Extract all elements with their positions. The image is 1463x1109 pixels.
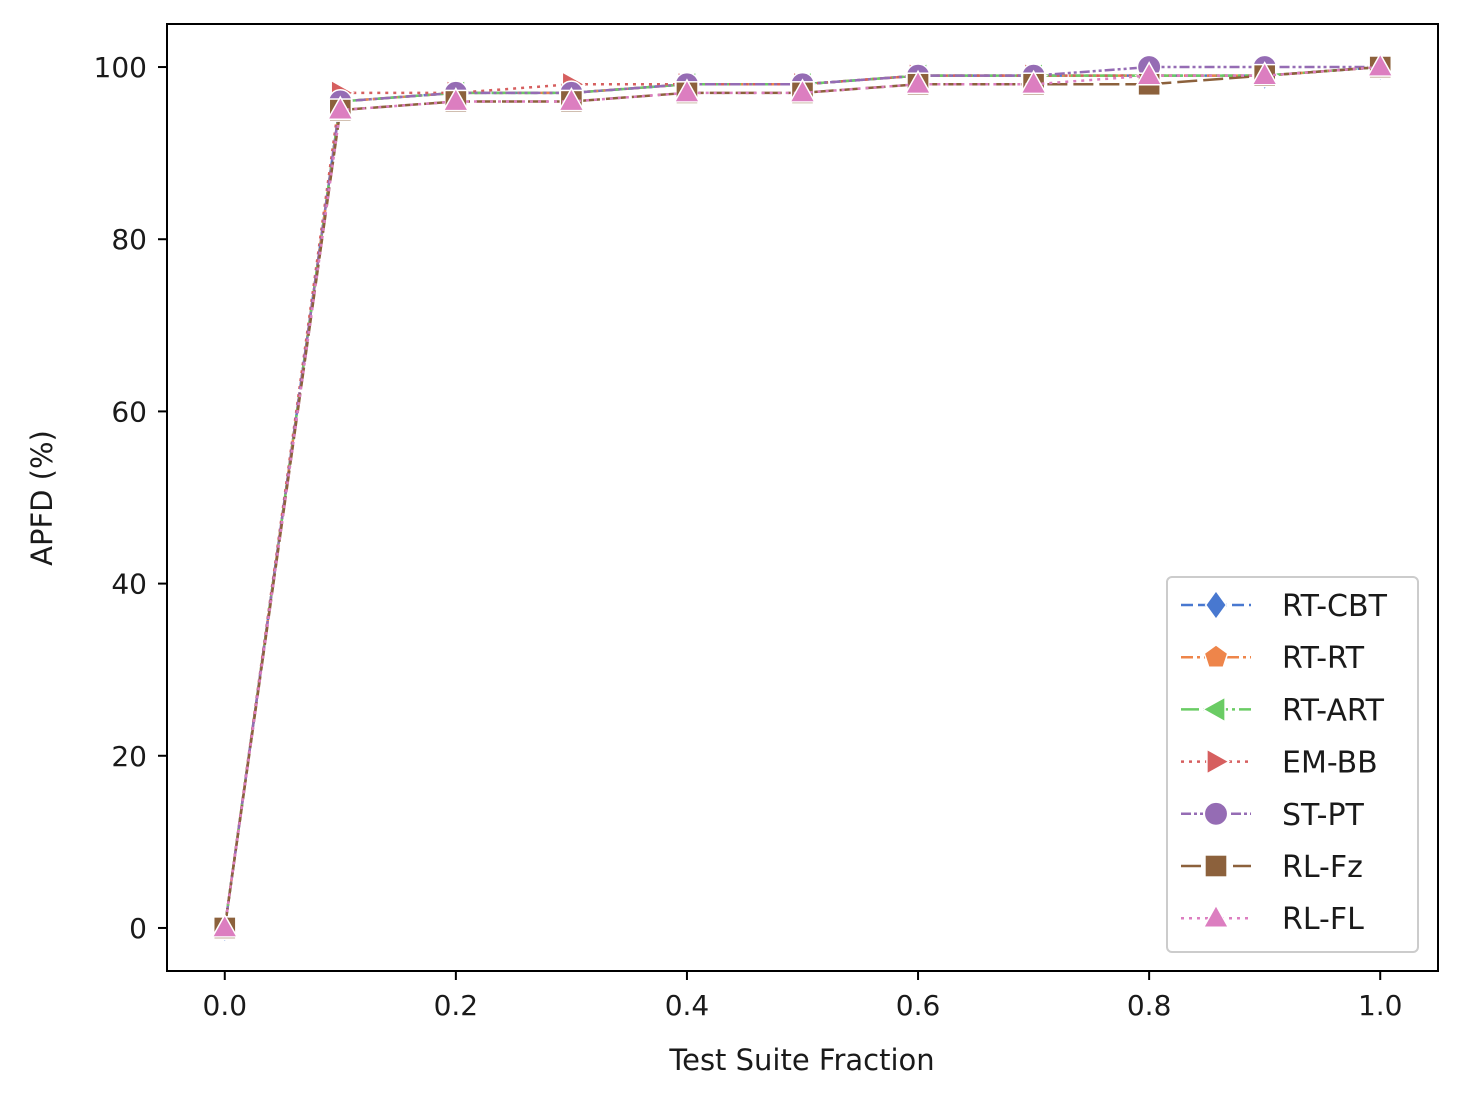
y-tick-label: 40 [111, 568, 147, 601]
data-point [673, 78, 701, 103]
data-point [211, 913, 239, 938]
y-axis-ticks: 0 20 40 60 80 100 [94, 51, 167, 945]
legend-marker [1204, 854, 1228, 878]
legend-label: EM-BB [1282, 746, 1378, 781]
data-point [1019, 69, 1048, 95]
data-point [1135, 61, 1163, 86]
legend-label: RT-ART [1282, 693, 1385, 728]
data-point [788, 78, 817, 103]
y-tick-label: 60 [111, 395, 147, 428]
y-axis-label: APFD (%) [25, 430, 59, 566]
series-rl-fl [211, 52, 1394, 938]
x-tick-label: 0.2 [434, 989, 479, 1022]
x-tick-label: 0.0 [203, 989, 248, 1022]
data-point [557, 86, 586, 112]
data-point [326, 95, 354, 120]
data-point [1366, 52, 1394, 77]
legend-item: RT-RT [1181, 641, 1365, 676]
legend-marker [1203, 801, 1229, 827]
legend-marker [1201, 695, 1226, 724]
legend-item: EM-BB [1181, 746, 1378, 781]
legend-items: RT-CBT RT-RT RT-ART EM-BB ST-PT RL-Fz RL-FL [1181, 589, 1388, 937]
legend-marker [1204, 589, 1228, 621]
y-tick-label: 80 [111, 223, 147, 256]
x-tick-label: 0.8 [1127, 989, 1172, 1022]
legend-box [1166, 576, 1419, 953]
legend-label: RT-CBT [1282, 589, 1388, 624]
series-line [223, 65, 1381, 929]
data-point [1251, 61, 1279, 86]
x-axis-label: Test Suite Fraction [668, 1043, 934, 1077]
data-point [904, 69, 932, 95]
legend-label: RL-Fz [1282, 850, 1363, 885]
legend-label: ST-PT [1282, 798, 1365, 833]
legend: RT-CBT RT-RT RT-ART EM-BB ST-PT RL-Fz RL-FL [1166, 576, 1419, 953]
x-axis-ticks: 0.0 0.2 0.4 0.6 0.8 1.0 [203, 971, 1403, 1022]
legend-item: RL-FL [1181, 902, 1364, 937]
legend-label: RT-RT [1282, 641, 1365, 676]
series-layer [210, 51, 1395, 944]
legend-marker [1202, 903, 1230, 929]
y-tick-label: 20 [111, 740, 147, 773]
data-point [442, 86, 470, 112]
legend-item: RT-ART [1181, 693, 1385, 728]
legend-item: ST-PT [1181, 798, 1365, 833]
legend-label: RL-FL [1282, 902, 1364, 937]
x-tick-label: 1.0 [1358, 989, 1403, 1022]
x-tick-label: 0.4 [665, 989, 710, 1022]
x-tick-label: 0.6 [896, 989, 941, 1022]
legend-marker [1206, 747, 1231, 776]
plot-frame [166, 23, 1439, 972]
y-tick-label: 0 [129, 912, 147, 945]
legend-item: RL-Fz [1181, 850, 1363, 885]
legend-item: RT-CBT [1181, 589, 1388, 624]
y-tick-label: 100 [94, 51, 147, 84]
legend-marker [1203, 643, 1229, 668]
